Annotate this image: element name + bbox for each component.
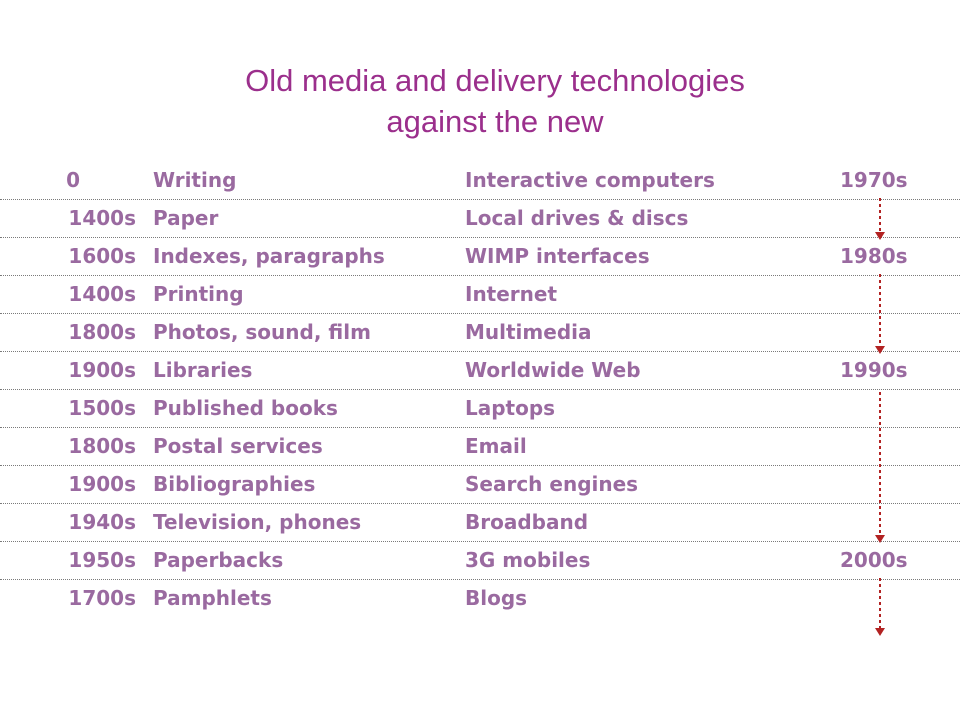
new-technology: Internet xyxy=(465,282,558,306)
old-year: 1950s xyxy=(68,548,136,572)
old-technology: Photos, sound, film xyxy=(153,320,371,344)
old-year: 1900s xyxy=(68,472,136,496)
new-year: 2000s xyxy=(840,548,908,572)
old-technology: Paperbacks xyxy=(153,548,284,572)
old-technology: Paper xyxy=(153,206,219,230)
old-technology: Published books xyxy=(153,396,338,420)
old-year: 1500s xyxy=(68,396,136,420)
new-technology: WIMP interfaces xyxy=(465,244,650,268)
old-year: 1800s xyxy=(68,434,136,458)
table-row: 1940s Television, phones Broadband xyxy=(0,504,960,542)
new-technology: Local drives & discs xyxy=(465,206,689,230)
title-line-2: against the new xyxy=(386,104,604,139)
old-year: 1700s xyxy=(68,586,136,610)
old-technology: Postal services xyxy=(153,434,323,458)
new-technology: 3G mobiles xyxy=(465,548,591,572)
new-technology: Multimedia xyxy=(465,320,592,344)
old-year: 1600s xyxy=(68,244,136,268)
table-row: 1900s Bibliographies Search engines xyxy=(0,466,960,504)
table-row: 1800s Postal services Email xyxy=(0,428,960,466)
title-line-1: Old media and delivery technologies xyxy=(245,63,745,98)
arrow-2000s-head xyxy=(875,628,885,636)
new-technology: Broadband xyxy=(465,510,589,534)
page-title: Old media and delivery technologies agai… xyxy=(0,60,960,142)
new-technology: Worldwide Web xyxy=(465,358,641,382)
new-technology: Search engines xyxy=(465,472,639,496)
old-year: 1900s xyxy=(68,358,136,382)
table-row: 1600s Indexes, paragraphs WIMP interface… xyxy=(0,238,960,276)
new-technology: Laptops xyxy=(465,396,556,420)
table-row: 1900s Libraries Worldwide Web 1990s xyxy=(0,352,960,390)
old-technology: Libraries xyxy=(153,358,253,382)
table-row: 1800s Photos, sound, film Multimedia xyxy=(0,314,960,352)
old-technology: Pamphlets xyxy=(153,586,272,610)
new-technology: Email xyxy=(465,434,527,458)
old-year: 1940s xyxy=(68,510,136,534)
new-year: 1980s xyxy=(840,244,908,268)
new-technology: Blogs xyxy=(465,586,528,610)
new-year: 1970s xyxy=(840,168,908,192)
old-technology: Writing xyxy=(153,168,237,192)
table-row: 1950s Paperbacks 3G mobiles 2000s xyxy=(0,542,960,580)
old-technology: Television, phones xyxy=(153,510,362,534)
old-year: 0 xyxy=(66,168,80,192)
table-row: 1400s Printing Internet xyxy=(0,276,960,314)
old-technology: Printing xyxy=(153,282,244,306)
table-row: 0 Writing Interactive computers 1970s xyxy=(0,162,960,200)
new-technology: Interactive computers xyxy=(465,168,715,192)
comparison-table: 0 Writing Interactive computers 1970s 14… xyxy=(0,162,960,618)
old-year: 1800s xyxy=(68,320,136,344)
old-technology: Indexes, paragraphs xyxy=(153,244,385,268)
old-year: 1400s xyxy=(68,282,136,306)
table-row: 1700s Pamphlets Blogs xyxy=(0,580,960,618)
old-technology: Bibliographies xyxy=(153,472,316,496)
new-year: 1990s xyxy=(840,358,908,382)
table-row: 1500s Published books Laptops xyxy=(0,390,960,428)
old-year: 1400s xyxy=(68,206,136,230)
table-row: 1400s Paper Local drives & discs xyxy=(0,200,960,238)
